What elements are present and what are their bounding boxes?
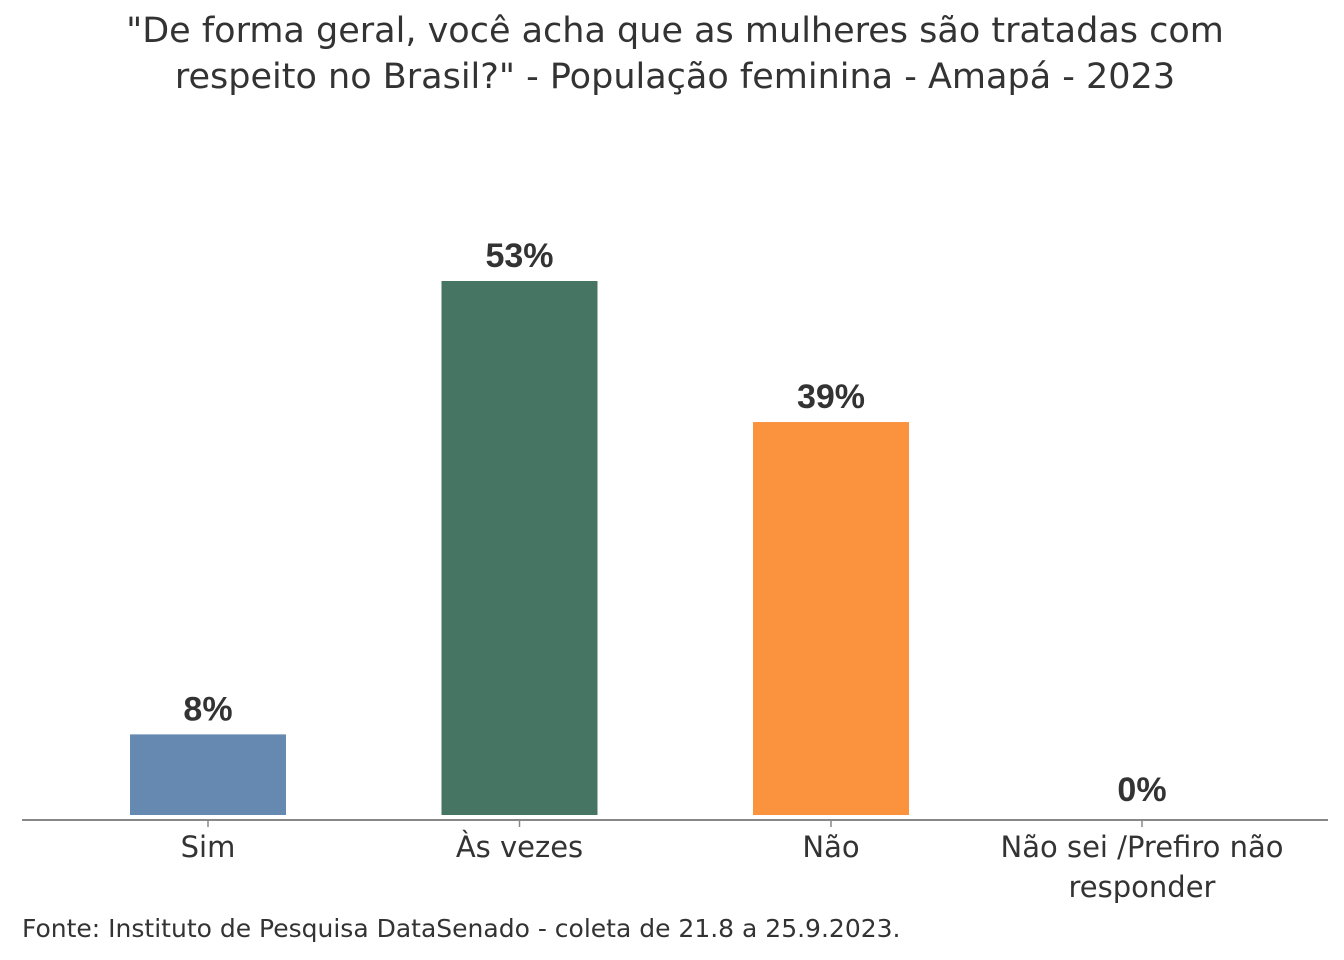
source-note: Fonte: Instituto de Pesquisa DataSenado … — [22, 914, 901, 943]
bar-2 — [753, 422, 909, 815]
chart-title-line-2: respeito no Brasil?" - População feminin… — [174, 57, 1176, 97]
data-label-3: 0% — [1117, 771, 1166, 809]
chart-title-line-1: "De forma geral, você acha que as mulher… — [126, 11, 1224, 51]
data-label-2: 39% — [797, 378, 865, 416]
data-label-1: 53% — [485, 237, 553, 275]
x-tick-label-0-0: Sim — [181, 830, 236, 864]
bar-1 — [441, 281, 598, 815]
chart-title: "De forma geral, você acha que as mulher… — [0, 8, 1344, 100]
x-tick-label-3-1: responder — [1069, 870, 1216, 904]
x-tick-label-3-0: Não sei /Prefiro não — [1001, 830, 1284, 864]
bar-0 — [130, 734, 286, 815]
x-tick-label-2-0: Não — [802, 830, 859, 864]
x-tick-label-1-0: Às vezes — [456, 830, 583, 864]
data-label-0: 8% — [183, 690, 232, 728]
